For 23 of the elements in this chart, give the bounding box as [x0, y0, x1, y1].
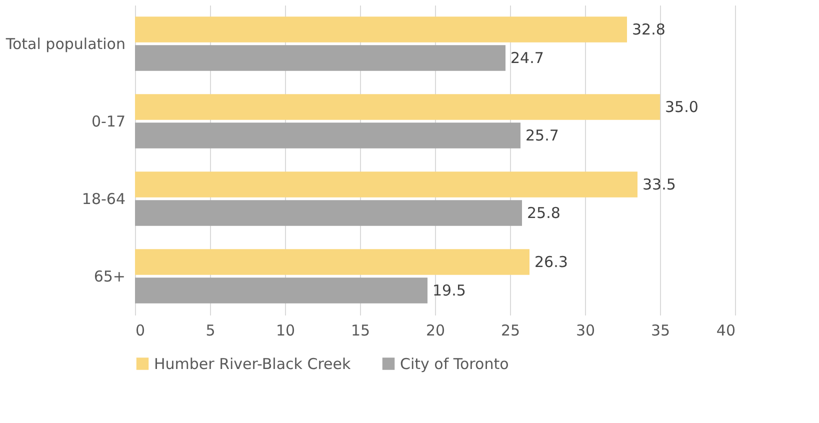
data-label: 19.5 — [432, 282, 466, 300]
x-tick-label: 25 — [500, 322, 520, 340]
data-label: 32.8 — [632, 20, 666, 38]
y-tick-label: 65+ — [94, 267, 126, 286]
legend-label: City of Toronto — [400, 354, 509, 373]
data-label: 24.7 — [510, 49, 544, 68]
data-label: 25.8 — [527, 204, 560, 222]
x-tick-label: 5 — [206, 322, 216, 340]
x-tick-label: 40 — [716, 322, 736, 340]
legend-label: Humber River-Black Creek — [154, 354, 351, 373]
y-tick-label: 0-17 — [91, 112, 126, 130]
data-label: 26.3 — [534, 252, 568, 271]
y-tick-label: 18-64 — [82, 190, 126, 208]
data-label: 25.7 — [526, 126, 559, 145]
x-tick-label: 0 — [136, 322, 146, 340]
x-tick-label: 10 — [276, 322, 296, 340]
data-label: 35.0 — [665, 98, 698, 116]
x-tick-label: 20 — [426, 322, 446, 340]
x-tick-label: 15 — [350, 322, 370, 340]
y-tick-label: Total population — [4, 34, 126, 53]
data-label: 33.5 — [642, 175, 676, 194]
x-tick-label: 35 — [650, 322, 670, 340]
x-tick-label: 30 — [576, 322, 596, 340]
